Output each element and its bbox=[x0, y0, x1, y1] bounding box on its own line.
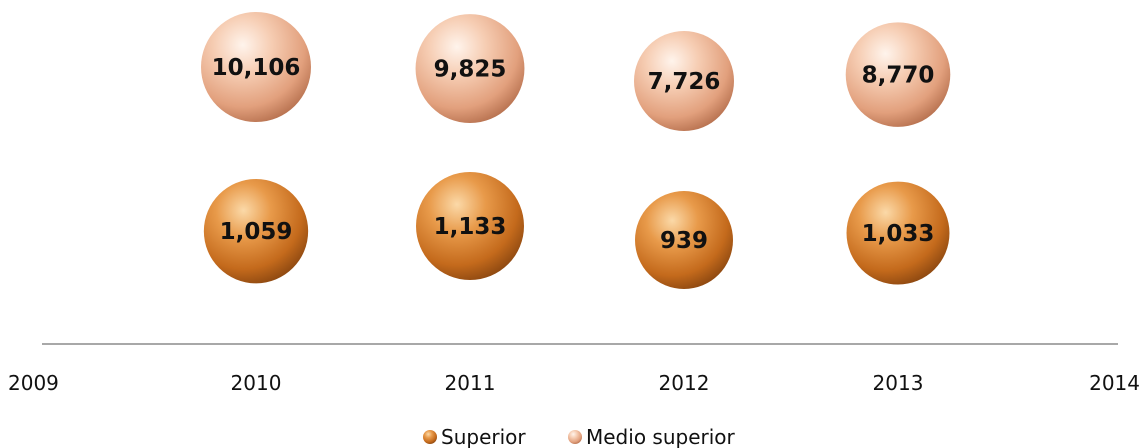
x-tick-label: 2011 bbox=[445, 371, 496, 395]
bubble-value-label: 7,726 bbox=[648, 69, 721, 95]
legend-label-superior: Superior bbox=[441, 425, 526, 448]
bubble-value-label: 1,133 bbox=[434, 214, 507, 240]
legend-marker-medio-superior bbox=[568, 430, 582, 444]
legend: Superior Medio superior bbox=[423, 425, 736, 448]
bubble-value-label: 939 bbox=[660, 228, 708, 254]
bubble-value-label: 9,825 bbox=[434, 57, 507, 83]
x-axis-ticks: 2009 2010 2011 2012 2013 2014 bbox=[8, 371, 1140, 395]
bubble-medio-superior-2013: 8,770 bbox=[845, 22, 951, 127]
bubble-superior-2011: 1,133 bbox=[416, 172, 524, 280]
bubble-circle bbox=[845, 22, 951, 127]
bubble-superior-2013: 1,033 bbox=[846, 181, 950, 285]
bubble-superior-2012: 939 bbox=[635, 191, 733, 289]
legend-marker-superior bbox=[423, 430, 437, 444]
bubble-circle bbox=[846, 181, 950, 285]
bubble-value-label: 1,033 bbox=[862, 221, 935, 247]
bubbles-layer: 1,059 1,133 939 1,033 10,106 9,825 7,726 8,770 bbox=[201, 12, 951, 289]
bubble-medio-superior-2011: 9,825 bbox=[415, 14, 525, 124]
bubble-value-label: 10,106 bbox=[212, 55, 301, 81]
bubble-circle bbox=[201, 12, 311, 122]
bubble-circle bbox=[634, 31, 734, 131]
bubble-superior-2010: 1,059 bbox=[203, 179, 309, 284]
legend-label-medio-superior: Medio superior bbox=[586, 425, 736, 448]
bubble-circle bbox=[415, 14, 525, 124]
bubble-circle bbox=[203, 179, 309, 284]
bubble-value-label: 8,770 bbox=[862, 63, 935, 89]
bubble-medio-superior-2012: 7,726 bbox=[634, 31, 734, 131]
x-tick-label: 2010 bbox=[231, 371, 282, 395]
bubble-medio-superior-2010: 10,106 bbox=[201, 12, 311, 122]
bubble-circle bbox=[635, 191, 733, 289]
x-tick-label: 2009 bbox=[8, 371, 59, 395]
bubble-value-label: 1,059 bbox=[220, 219, 293, 245]
x-tick-label: 2014 bbox=[1089, 371, 1140, 395]
x-tick-label: 2012 bbox=[659, 371, 710, 395]
x-tick-label: 2013 bbox=[873, 371, 924, 395]
bubble-circle bbox=[416, 172, 524, 280]
